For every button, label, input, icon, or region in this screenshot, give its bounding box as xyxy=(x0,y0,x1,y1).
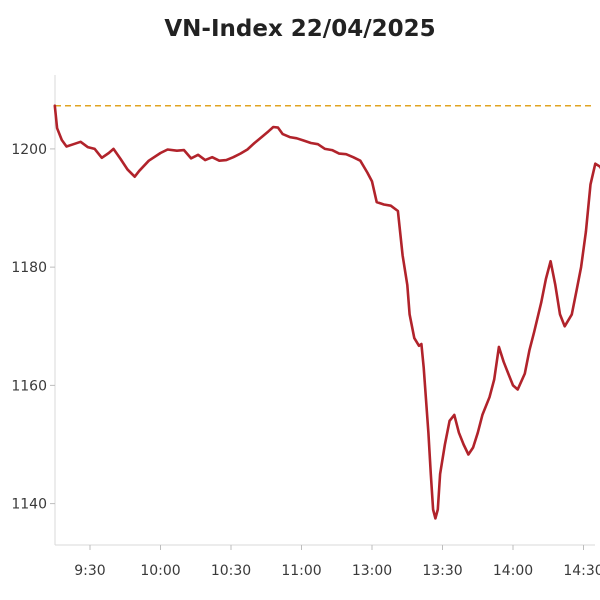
y-tick-label: 1140 xyxy=(11,497,47,513)
y-tick-label: 1200 xyxy=(11,142,47,158)
x-tick-label: 11:00 xyxy=(281,563,321,579)
x-tick-label: 13:00 xyxy=(352,563,392,579)
y-tick-label: 1160 xyxy=(11,378,47,394)
x-tick-label: 9:30 xyxy=(74,563,105,579)
x-tick-label: 14:30 xyxy=(563,563,600,579)
x-tick-label: 10:00 xyxy=(140,563,180,579)
x-tick-label: 14:00 xyxy=(493,563,533,579)
y-tick-label: 1180 xyxy=(11,260,47,276)
vn-index-series-line xyxy=(53,104,600,520)
chart-title: VN-Index 22/04/2025 xyxy=(164,16,436,42)
x-tick-label: 13:30 xyxy=(422,563,462,579)
x-tick-label: 10:30 xyxy=(211,563,251,579)
